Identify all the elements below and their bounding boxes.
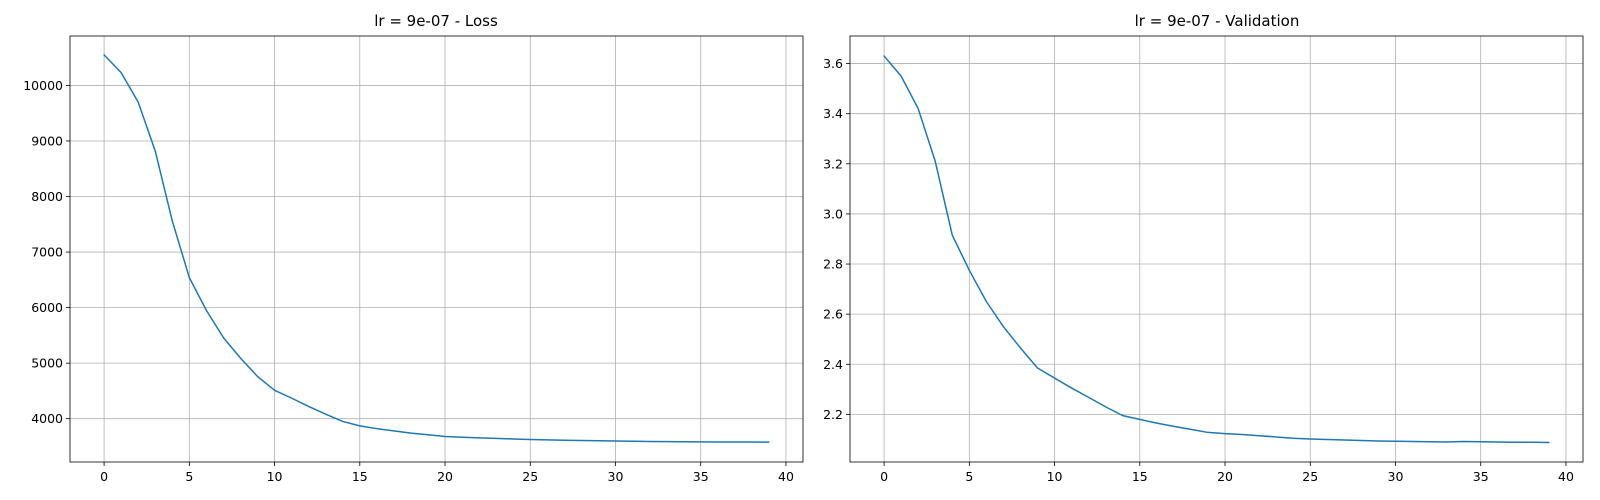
loss-chart-x-tick-label: 10 bbox=[267, 469, 283, 484]
validation-chart-x-tick-label: 15 bbox=[1132, 469, 1148, 484]
loss-chart-grid bbox=[70, 36, 803, 462]
loss-chart-x-tick-label: 40 bbox=[778, 469, 794, 484]
loss-chart-x-tick-label: 5 bbox=[185, 469, 193, 484]
validation-chart-x-tick-label: 5 bbox=[965, 469, 973, 484]
loss-chart-x-tick-label: 35 bbox=[693, 469, 709, 484]
loss-chart-series bbox=[103, 54, 770, 443]
validation-chart-grid bbox=[850, 36, 1583, 462]
validation-chart-series bbox=[883, 55, 1550, 444]
loss-chart-ticks: 0 5 10 15 20 25 30 35 40 4000 5000 6000 7000 8000 9000… bbox=[23, 78, 794, 484]
loss-chart-y-tick-label: 4000 bbox=[31, 411, 63, 426]
validation-chart-x-tick-label: 30 bbox=[1388, 469, 1404, 484]
validation-chart-y-tick-label: 2.4 bbox=[823, 357, 843, 372]
validation-chart-x-tick-label: 40 bbox=[1558, 469, 1574, 484]
validation-chart-axes-frame bbox=[849, 35, 1584, 463]
validation-chart-series-line bbox=[883, 55, 1550, 444]
loss-chart-title: lr = 9e-07 - Loss bbox=[374, 12, 498, 30]
validation-chart-x-tick-label: 35 bbox=[1473, 469, 1489, 484]
validation-chart-y-tick-label: 2.8 bbox=[823, 257, 843, 272]
loss-chart-x-tick-label: 30 bbox=[608, 469, 624, 484]
validation-chart-x-tick-label: 20 bbox=[1217, 469, 1233, 484]
loss-chart: lr = 9e-07 - Loss 0 5 10 15 20 25 30 35 40 4000 50… bbox=[23, 12, 804, 484]
loss-chart-y-tick-label: 7000 bbox=[31, 245, 63, 260]
loss-chart-x-tick-label: 25 bbox=[522, 469, 538, 484]
loss-chart-y-tick-label: 5000 bbox=[31, 356, 63, 371]
validation-chart: lr = 9e-07 - Validation 0 5 10 15 20 25 30 35 40… bbox=[823, 12, 1584, 484]
loss-chart-y-tick-label: 8000 bbox=[31, 189, 63, 204]
validation-chart-y-tick-label: 3.6 bbox=[823, 56, 843, 71]
loss-chart-y-tick-label: 6000 bbox=[31, 300, 63, 315]
validation-chart-x-tick-label: 10 bbox=[1047, 469, 1063, 484]
loss-chart-y-tick-label: 10000 bbox=[23, 78, 63, 93]
loss-chart-series-line bbox=[103, 54, 770, 443]
validation-chart-y-tick-label: 3.0 bbox=[823, 206, 843, 221]
loss-chart-x-tick-label: 20 bbox=[437, 469, 453, 484]
validation-chart-ticks: 0 5 10 15 20 25 30 35 40 2.2 2.4 2.6 2.8 3.0 3.2 3.4 3.6 bbox=[823, 56, 1574, 484]
loss-chart-x-tick-label: 15 bbox=[352, 469, 368, 484]
validation-chart-title: lr = 9e-07 - Validation bbox=[1135, 12, 1300, 30]
loss-chart-y-tick-label: 9000 bbox=[31, 133, 63, 148]
validation-chart-x-tick-label: 25 bbox=[1302, 469, 1318, 484]
loss-chart-axes-frame bbox=[69, 35, 804, 463]
validation-chart-y-tick-label: 2.6 bbox=[823, 307, 843, 322]
loss-chart-x-tick-label: 0 bbox=[100, 469, 108, 484]
validation-chart-y-tick-label: 2.2 bbox=[823, 407, 843, 422]
validation-chart-x-tick-label: 0 bbox=[880, 469, 888, 484]
validation-chart-y-tick-label: 3.4 bbox=[823, 106, 843, 121]
validation-chart-y-tick-label: 3.2 bbox=[823, 156, 843, 171]
